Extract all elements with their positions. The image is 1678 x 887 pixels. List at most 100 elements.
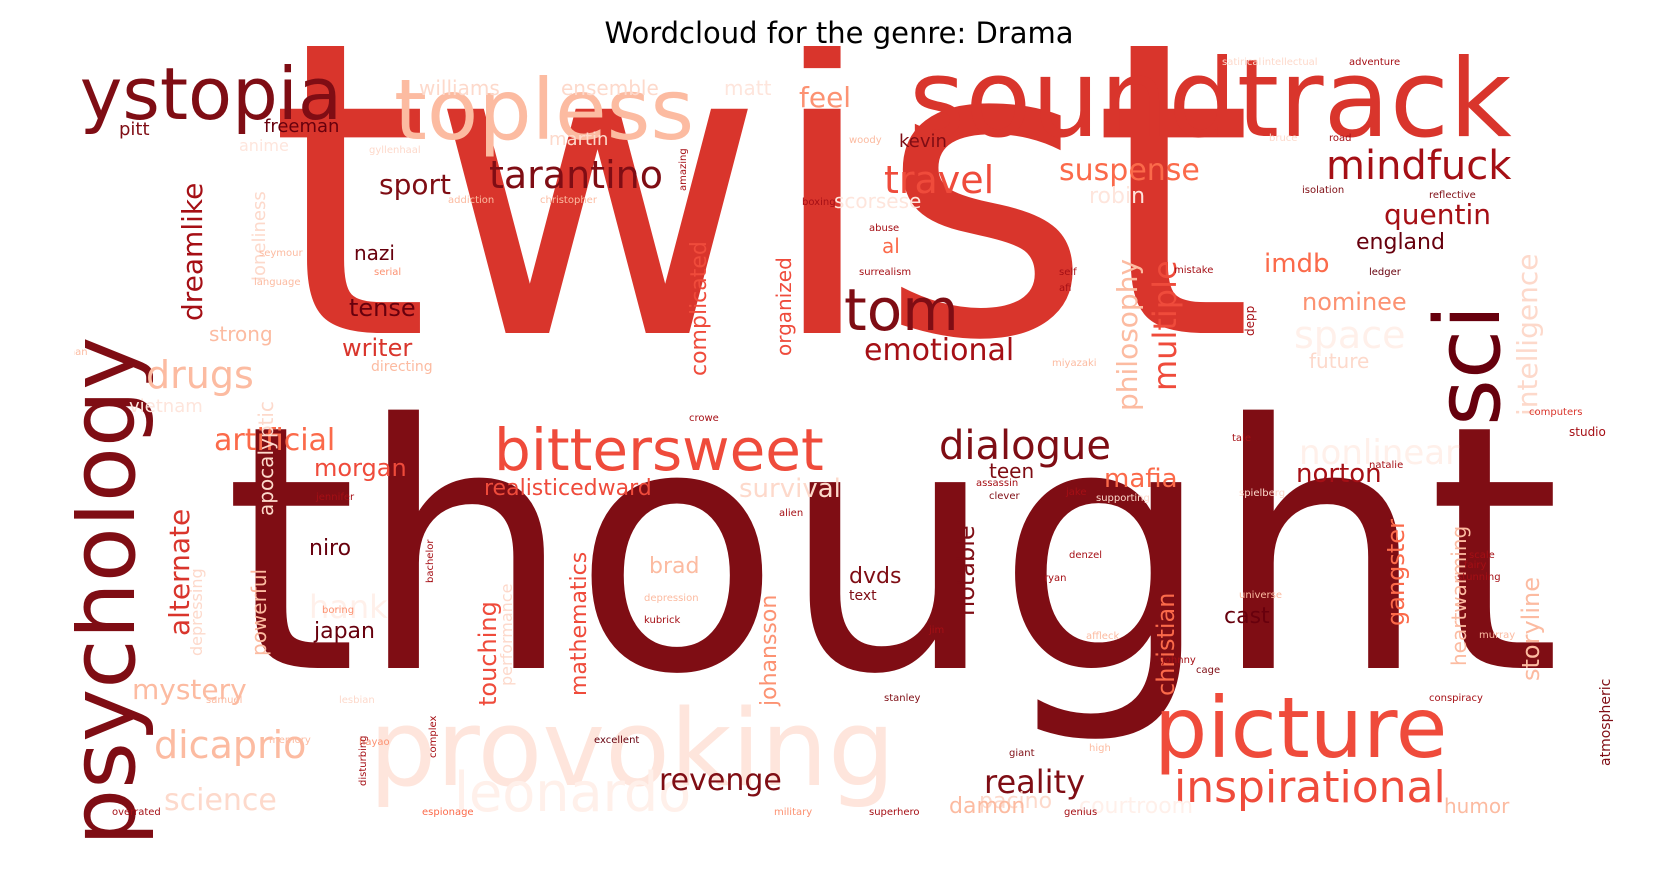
word-gyllenhaal: gyllenhaal [369, 145, 421, 156]
word-freeman: freeman [264, 116, 340, 137]
word-samuel: samuel [206, 695, 243, 706]
word-soundtrack: soundtrack [909, 46, 1512, 162]
word-cage: cage [1196, 665, 1221, 676]
word-scorsese: scorsese [834, 189, 922, 213]
word-seymour: seymour [259, 248, 303, 259]
word-nazi: nazi [354, 241, 395, 265]
word-quentin: quentin [1384, 198, 1491, 231]
word-military: military [774, 807, 813, 818]
word-storyline: storyline [1517, 577, 1545, 681]
word-notable: notable [952, 525, 980, 616]
word-performance: performance [497, 583, 516, 686]
word-pitt: pitt [119, 119, 150, 140]
word-ledger: ledger [1369, 267, 1401, 278]
word-williams: williams [419, 76, 500, 100]
word-feel: feel [799, 81, 852, 114]
word-conspiracy: conspiracy [1429, 693, 1483, 704]
word-multiple: multiple [1146, 260, 1184, 391]
word-depression: depression [644, 593, 699, 604]
word-tarantino: tarantino [489, 153, 663, 197]
word-studio: studio [1569, 425, 1606, 439]
word-language: language [254, 277, 301, 288]
word-universe: universe [1239, 590, 1282, 601]
word-picture: picture [1154, 679, 1448, 777]
word-strong: strong [209, 322, 273, 346]
word-teen: teen [989, 459, 1035, 483]
word-isolation: isolation [1302, 185, 1345, 196]
word-ensemble: ensemble [561, 76, 659, 100]
word-espionage: espionage [422, 807, 474, 818]
word-future: future [1309, 349, 1370, 373]
word-courtroom: courtroom [1079, 794, 1194, 819]
word-philosophy: philosophy [1111, 258, 1144, 411]
word-hank: hank [309, 588, 388, 626]
word-afi: afi [1059, 283, 1072, 294]
word-genius: genius [1064, 807, 1098, 818]
word-bachelor: bachelor [425, 539, 436, 583]
word-natalie: natalie [1369, 460, 1404, 471]
word-spielberg: spielberg [1239, 488, 1286, 499]
word-serial: serial [374, 267, 402, 278]
word-powerful: powerful [247, 568, 271, 656]
word-atmospheric: atmospheric [1598, 678, 1614, 766]
word-kubrick: kubrick [644, 615, 681, 626]
word-intelligence: intelligence [1511, 253, 1544, 416]
word-topless: topless [394, 61, 695, 159]
word-japan: japan [314, 619, 375, 644]
word-abuse: abuse [869, 223, 900, 234]
word-boxing: boxing [802, 197, 836, 208]
word-stunning: stunning [1457, 572, 1501, 583]
word-giant: giant [1009, 748, 1035, 759]
word-christopher: christopher [540, 195, 597, 206]
word-fairy: fairy [1464, 560, 1487, 571]
word-alien: alien [779, 508, 804, 519]
word-intellectual: intellectual [1262, 57, 1318, 68]
word-artificial: artificial [214, 423, 336, 458]
word-england: england [1356, 230, 1445, 255]
word-sci: sci [1416, 304, 1521, 426]
word-realisticedward: realisticedward [484, 476, 652, 501]
word-dreamlike: dreamlike [176, 182, 209, 321]
word-addiction: addiction [448, 195, 495, 206]
word-drugs: drugs [146, 353, 254, 397]
word-space: space [1294, 313, 1406, 357]
word-excellent: excellent [594, 735, 640, 746]
word-reflective: reflective [1429, 190, 1476, 201]
word-crowe: crowe [689, 413, 719, 424]
word-norton: norton [1296, 459, 1382, 489]
word-adventure: adventure [1349, 57, 1401, 68]
word-reality: reality [984, 763, 1086, 801]
wordcloud: twist thought soundtrack provoking psycholog… [74, 46, 1662, 876]
word-niro: niro [309, 536, 352, 561]
word-brad: brad [649, 554, 700, 579]
word-organized: organized [772, 257, 796, 356]
word-suspense: suspense [1059, 153, 1200, 188]
word-affleck: affleck [1086, 631, 1120, 642]
word-miyazaki: miyazaki [1052, 358, 1097, 369]
word-lesbian: lesbian [339, 695, 375, 706]
word-johnny: johnny [1162, 655, 1196, 666]
word-emotional: emotional [864, 333, 1015, 368]
word-cast: cast [1224, 604, 1270, 629]
word-assassin: assassin [976, 478, 1019, 489]
word-mafia: mafia [1104, 464, 1178, 494]
word-depp: depp [1243, 305, 1257, 336]
word-revenge: revenge [659, 763, 782, 798]
word-loneliness: loneliness [249, 191, 270, 281]
figure-title: Wordcloud for the genre: Drama [604, 16, 1074, 50]
word-imdb: imdb [1264, 249, 1330, 279]
word-tom: tom [844, 276, 959, 344]
word-jennifer: jennifer [316, 492, 355, 503]
word-bittersweet: bittersweet [494, 416, 824, 484]
word-complex: complex [428, 715, 439, 758]
word-travel: travel [884, 158, 995, 202]
word-woody: woody [849, 135, 882, 146]
word-humor: humor [1444, 794, 1510, 818]
word-provoking: provoking [369, 687, 896, 810]
word-jake: jake [1066, 487, 1087, 498]
word-pacino: pacino [979, 789, 1053, 814]
word-clever: clever [989, 491, 1020, 502]
word-jim: jim [929, 625, 945, 636]
word-twist: twist [269, 46, 1254, 430]
